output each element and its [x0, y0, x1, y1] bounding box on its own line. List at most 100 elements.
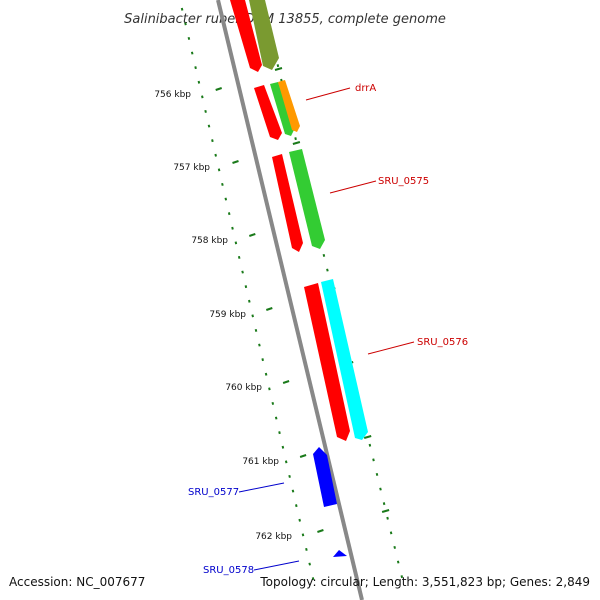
gene-sru-0575[interactable]	[289, 149, 325, 249]
scale-dot	[194, 66, 197, 70]
scale-dot	[258, 343, 261, 347]
gene-red-partial[interactable]	[230, 0, 262, 72]
gene-features	[230, 0, 368, 557]
gene-sru-0577[interactable]	[313, 447, 337, 507]
scale-dot	[281, 445, 285, 449]
connector-sru-0575	[329, 180, 377, 194]
scale-dot	[180, 7, 184, 11]
tick-label-760: 760 kbp	[225, 383, 262, 393]
tick-label-757: 757 kbp	[173, 163, 210, 173]
outer-major-tick	[292, 141, 301, 145]
scale-dot	[271, 401, 275, 405]
scale-dot	[288, 474, 291, 478]
gene-label-sru-0576[interactable]: SRU_0576	[417, 337, 468, 348]
gene-sru-0576[interactable]	[321, 279, 368, 440]
tick-label-756: 756 kbp	[154, 90, 191, 100]
scale-major-tick	[282, 380, 290, 384]
scale-dot	[264, 372, 268, 376]
outer-dot	[396, 560, 400, 564]
scale-dot	[221, 182, 224, 186]
scale-dot	[207, 124, 211, 128]
scale-dot	[308, 562, 311, 566]
scale-dot	[217, 168, 221, 172]
accession-text: Accession: NC_007677	[9, 575, 145, 589]
connector-sru-0576	[367, 341, 415, 355]
scale-dot	[211, 139, 214, 143]
scale-dot	[295, 504, 298, 508]
tick-label-759: 759 kbp	[209, 310, 246, 320]
outer-dot	[368, 443, 372, 447]
outer-dot	[322, 253, 326, 257]
scale-dot	[274, 416, 278, 420]
scale-dot	[231, 226, 234, 230]
scale-dot	[241, 270, 244, 274]
scale-dot	[278, 431, 281, 435]
outer-major-tick	[363, 435, 372, 439]
scale-dot	[201, 95, 204, 99]
scale-dot	[284, 460, 288, 464]
scale-major-tick	[299, 454, 307, 458]
gene-red-2[interactable]	[272, 154, 303, 252]
scale-dot	[204, 109, 207, 113]
scale-dot	[248, 299, 251, 303]
scale-major-tick	[317, 529, 324, 533]
scale-major-tick	[232, 160, 239, 164]
outer-dot	[379, 487, 382, 491]
scale-dot	[311, 577, 315, 581]
tick-label-758: 758 kbp	[191, 236, 228, 246]
scale-dot	[234, 241, 238, 245]
outer-dot	[372, 458, 375, 462]
scale-dot	[237, 255, 241, 259]
gene-labels: drrA SRU_0575 SRU_0576 SRU_0577 SRU_0578	[188, 83, 468, 576]
gene-sru-0578[interactable]	[333, 550, 347, 557]
connector-sru-0577	[238, 482, 285, 493]
tick-label-762: 762 kbp	[255, 532, 292, 542]
tick-label-761: 761 kbp	[242, 457, 279, 467]
connector-sru-0578	[253, 560, 300, 571]
scale-dot	[261, 358, 264, 362]
gene-drra[interactable]	[278, 80, 300, 132]
scale-major-tick	[265, 307, 273, 311]
scale-dot	[298, 518, 301, 522]
gene-label-sru-0577[interactable]: SRU_0577	[188, 487, 239, 498]
scale-dot	[184, 22, 187, 26]
scale-dot	[227, 212, 231, 216]
scale-dot	[187, 36, 191, 40]
outer-dot	[294, 137, 297, 141]
gene-red-1[interactable]	[254, 85, 282, 140]
scale-dot	[305, 547, 308, 551]
scale-dot	[244, 285, 248, 289]
outer-dot	[276, 64, 280, 68]
outer-dot	[382, 502, 386, 506]
outer-dot	[386, 516, 389, 520]
scale-dot	[254, 328, 258, 332]
scale-dot	[214, 153, 217, 157]
scale-dot	[224, 197, 228, 201]
gene-label-drra[interactable]: drrA	[355, 83, 376, 94]
outer-dot	[375, 472, 379, 476]
outer-dot	[400, 575, 404, 579]
gene-label-sru-0578[interactable]: SRU_0578	[203, 565, 254, 576]
scale-dot	[190, 51, 194, 55]
gene-red-3[interactable]	[304, 283, 350, 441]
gene-olive-partial[interactable]	[249, 0, 279, 70]
outer-major-tick	[274, 67, 283, 71]
outer-dot	[393, 545, 396, 549]
scale-labels: 756 kbp 757 kbp 758 kbp 759 kbp 760 kbp …	[154, 90, 292, 542]
gene-drra-green[interactable]	[270, 82, 294, 136]
label-connectors	[238, 87, 415, 571]
scale-dot	[301, 533, 305, 537]
outer-dot	[389, 531, 393, 535]
scale-dot	[197, 80, 201, 84]
scale-track	[180, 7, 324, 581]
scale-major-tick	[248, 233, 256, 237]
scale-dot	[268, 387, 271, 391]
genome-backbone	[216, 0, 364, 600]
scale-dot	[291, 489, 295, 493]
gene-label-sru-0575[interactable]: SRU_0575	[378, 176, 429, 187]
outer-dot	[326, 268, 329, 272]
map-title: Salinibacter ruber DSM 13855, complete g…	[124, 12, 446, 27]
scale-dot	[251, 314, 254, 318]
outer-major-tick	[381, 509, 390, 513]
